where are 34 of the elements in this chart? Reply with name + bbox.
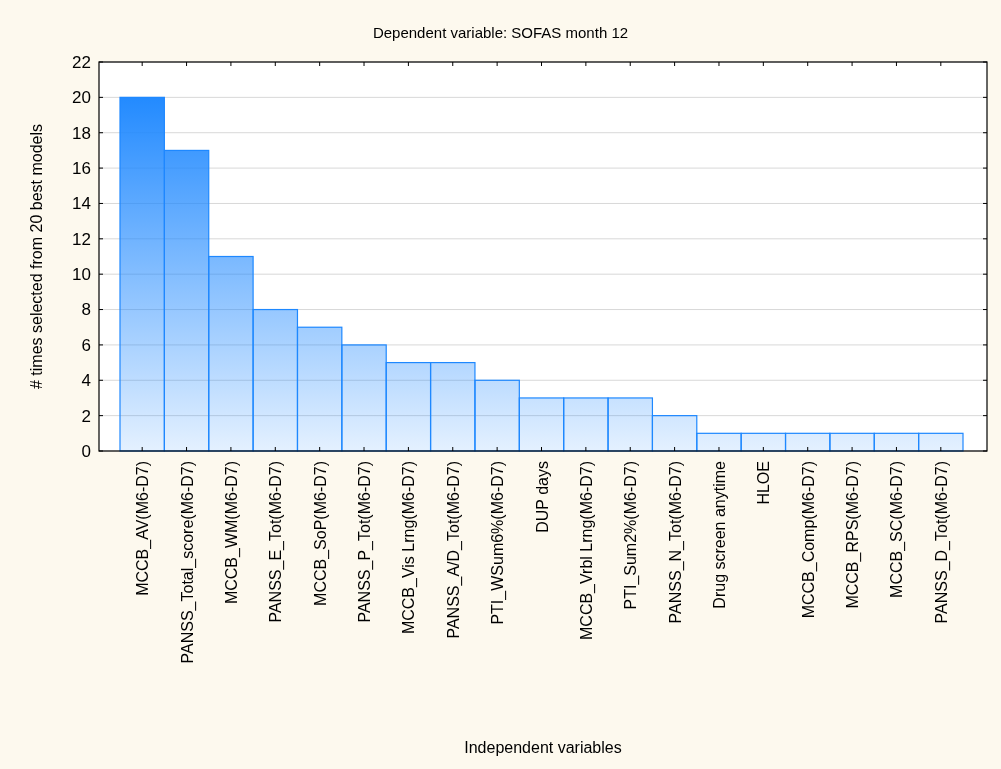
y-tick-label: 2 <box>81 406 91 426</box>
x-tick-label: PTI_WSum6%(M6-D7) <box>489 461 508 625</box>
x-tick-label: HLOE <box>755 461 773 505</box>
x-axis-title: Independent variables <box>464 739 622 756</box>
x-tick-label: MCCB_Vrbl Lrng(M6-D7) <box>577 461 596 640</box>
y-tick-label: 20 <box>72 88 91 108</box>
x-tick-label: MCCB_WM(M6-D7) <box>222 461 241 605</box>
y-tick-label: 0 <box>81 441 91 461</box>
y-tick-label: 12 <box>72 229 91 249</box>
y-tick-label: 4 <box>81 371 91 391</box>
y-tick-label: 22 <box>72 52 91 72</box>
y-tick-label: 18 <box>72 123 91 143</box>
y-tick-label: 10 <box>72 265 91 285</box>
y-axis-title: # times selected from 20 best models <box>28 123 45 390</box>
x-tick-label: PANSS_E_Tot(M6-D7) <box>267 461 286 623</box>
x-tick-label: PANSS_D_Tot(M6-D7) <box>932 461 951 624</box>
x-tick-label: MCCB_RPS(M6-D7) <box>844 461 863 609</box>
x-tick-label: MCCB_Vis Lrng(M6-D7) <box>400 461 419 635</box>
y-tick-label: 6 <box>81 335 91 355</box>
x-tick-label: PANSS_N_Tot(M6-D7) <box>666 461 685 624</box>
x-tick-label: MCCB_AV(M6-D7) <box>134 461 153 596</box>
x-tick-label: PTI_Sum2%(M6-D7) <box>622 461 641 610</box>
y-tick-label: 8 <box>81 300 91 320</box>
chart-title: Dependent variable: SOFAS month 12 <box>372 24 629 41</box>
x-tick-label: MCCB_Comp(M6-D7) <box>799 461 818 619</box>
x-tick-label: PANSS_A/D_Tot(M6-D7) <box>444 461 463 639</box>
x-tick-label: Drug screen anytime <box>710 460 728 609</box>
x-tick-label: PANSS_Total_score(M6-D7) <box>178 461 197 664</box>
x-tick-label: MCCB_SoP(M6-D7) <box>311 461 330 606</box>
x-tick-label: MCCB_SC(M6-D7) <box>888 461 907 598</box>
y-tick-label: 14 <box>72 194 91 214</box>
x-tick-label: DUP days <box>533 461 551 533</box>
x-tick-label: PANSS_P_Tot(M6-D7) <box>356 461 375 623</box>
y-tick-label: 16 <box>72 159 91 179</box>
